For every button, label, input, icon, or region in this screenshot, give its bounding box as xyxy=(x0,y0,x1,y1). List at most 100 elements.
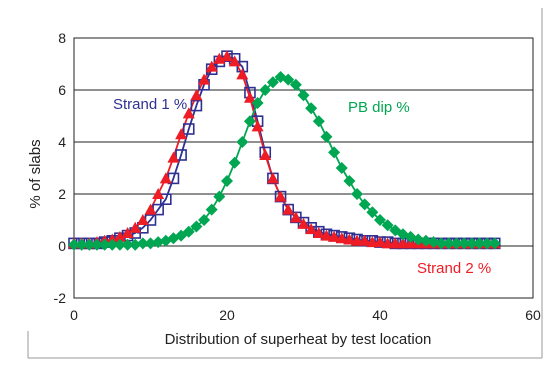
data-point-triangle xyxy=(152,188,165,199)
data-point-diamond xyxy=(205,203,218,216)
data-point-diamond xyxy=(297,89,310,102)
data-point-diamond xyxy=(136,237,149,250)
data-point-triangle xyxy=(366,236,379,248)
x-tick-label: 60 xyxy=(525,307,541,323)
data-point-triangle xyxy=(205,60,218,72)
data-point-diamond xyxy=(152,236,165,249)
x-tick-label: 20 xyxy=(219,307,235,323)
data-point-triangle xyxy=(228,55,241,67)
x-axis-label: Distribution of superheat by test locati… xyxy=(165,331,432,348)
data-point-triangle xyxy=(343,233,356,245)
data-point-diamond xyxy=(473,237,486,250)
y-tick-label: 0 xyxy=(58,238,66,254)
data-point-diamond xyxy=(289,78,302,91)
data-point-diamond xyxy=(282,73,295,86)
data-point-triangle xyxy=(305,223,318,235)
data-point-diamond xyxy=(129,238,142,251)
data-point-triangle xyxy=(351,234,364,246)
data-point-diamond xyxy=(198,214,211,226)
data-point-triangle xyxy=(190,89,203,101)
data-point-triangle xyxy=(335,232,348,244)
data-point-diamond xyxy=(190,220,203,233)
y-tick-label: 4 xyxy=(58,134,66,150)
x-tick-labels: 0 20 40 60 xyxy=(70,307,541,323)
data-point-diamond xyxy=(381,219,394,232)
data-point-diamond xyxy=(144,237,157,250)
y-tick-label: 8 xyxy=(58,30,66,46)
data-point-diamond xyxy=(312,115,325,128)
data-point-triangle xyxy=(167,151,180,163)
data-point-diamond xyxy=(450,237,463,250)
data-point-triangle xyxy=(251,120,264,132)
data-point-triangle xyxy=(175,128,188,140)
data-point-diamond xyxy=(305,102,318,115)
data-point-triangle xyxy=(320,229,333,241)
data-point-diamond xyxy=(83,238,96,251)
data-point-diamond xyxy=(435,237,448,250)
data-point-triangle xyxy=(389,237,402,249)
data-point-triangle xyxy=(259,149,272,160)
data-point-triangle xyxy=(182,107,195,119)
data-point-diamond xyxy=(328,146,341,159)
data-point-triangle xyxy=(113,230,126,242)
data-point-triangle xyxy=(266,172,279,184)
data-point-diamond xyxy=(98,238,111,251)
y-tick-labels: -2 0 2 4 6 8 xyxy=(54,30,67,306)
data-point-triangle xyxy=(282,203,295,215)
data-point-triangle xyxy=(358,234,371,246)
data-point-diamond xyxy=(266,76,279,89)
series-label-strand-2: Strand 2 % xyxy=(417,260,491,277)
data-point-diamond xyxy=(458,237,471,250)
series-label-strand-1: Strand 1 % xyxy=(113,96,187,113)
data-point-triangle xyxy=(221,50,233,62)
data-point-diamond xyxy=(236,136,249,148)
data-point-triangle xyxy=(136,214,149,225)
data-point-triangle xyxy=(289,211,302,223)
data-point-diamond xyxy=(213,190,226,203)
data-point-diamond xyxy=(221,175,233,187)
data-point-diamond xyxy=(481,237,494,250)
data-point-triangle xyxy=(396,237,409,249)
data-point-triangle xyxy=(312,227,325,238)
data-point-diamond xyxy=(228,156,241,169)
data-point-triangle xyxy=(297,217,310,229)
y-axis-label: % of slabs xyxy=(27,139,44,208)
data-point-diamond xyxy=(351,188,364,200)
data-point-diamond xyxy=(488,237,501,250)
data-point-triangle xyxy=(236,68,249,80)
data-point-diamond xyxy=(251,97,264,109)
data-point-triangle xyxy=(381,237,394,249)
data-point-triangle xyxy=(374,236,386,248)
x-tick-label: 0 xyxy=(70,307,78,323)
data-point-diamond xyxy=(343,175,356,187)
series-markers xyxy=(68,50,501,251)
data-point-diamond xyxy=(335,162,348,174)
series-label-pb-dip: PB dip % xyxy=(348,99,410,116)
data-point-triangle xyxy=(328,230,341,242)
data-point-triangle xyxy=(121,227,134,238)
data-point-triangle xyxy=(144,203,157,215)
data-point-diamond xyxy=(465,237,478,250)
data-point-diamond xyxy=(366,206,379,219)
data-point-diamond xyxy=(358,198,371,211)
data-point-diamond xyxy=(427,236,440,249)
x-tick-label: 40 xyxy=(372,307,388,323)
data-point-square xyxy=(190,99,203,112)
data-point-diamond xyxy=(259,84,272,96)
data-point-triangle xyxy=(129,221,142,233)
data-point-triangle xyxy=(243,91,256,103)
data-point-triangle xyxy=(198,73,211,85)
data-point-diamond xyxy=(419,234,432,247)
data-point-diamond xyxy=(113,238,126,251)
data-point-diamond xyxy=(412,233,425,246)
data-point-diamond xyxy=(75,238,88,251)
y-tick-label: 6 xyxy=(58,82,66,98)
data-point-triangle xyxy=(159,172,172,184)
data-point-diamond xyxy=(68,238,80,251)
plot-area-frame xyxy=(73,37,534,299)
data-point-diamond xyxy=(121,238,134,251)
data-point-diamond xyxy=(243,115,256,128)
data-point-diamond xyxy=(106,238,119,251)
